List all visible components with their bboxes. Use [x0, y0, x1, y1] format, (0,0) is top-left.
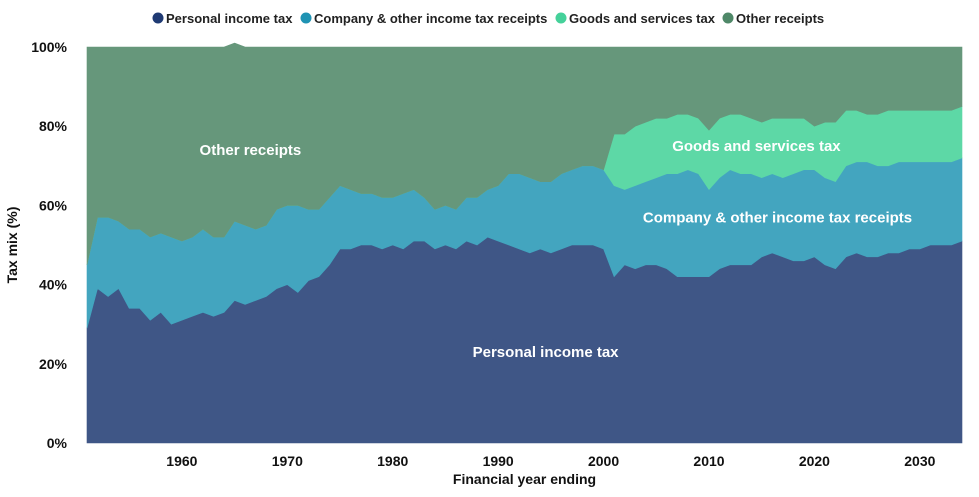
- legend-swatch: [722, 12, 734, 24]
- y-tick-label: 100%: [31, 39, 67, 55]
- x-tick-label: 2000: [588, 453, 619, 469]
- area-label-other-receipts: Other receipts: [200, 142, 302, 159]
- x-axis-title: Financial year ending: [453, 471, 596, 487]
- area-series-group: [86, 42, 963, 444]
- area-label-company-and-other-income-tax-receipts: Company & other income tax receipts: [643, 209, 912, 226]
- legend-label: Other receipts: [736, 11, 824, 26]
- x-axis: 1960 1970 1980 1990 2000 2010 2020 2030: [166, 453, 935, 469]
- legend-item-other-receipts: Other receipts: [722, 11, 824, 26]
- y-tick-label: 20%: [39, 356, 68, 372]
- legend-swatch: [300, 12, 312, 24]
- y-tick-label: 80%: [39, 118, 68, 134]
- x-tick-label: 1960: [166, 453, 197, 469]
- x-tick-label: 2010: [693, 453, 724, 469]
- legend-swatch: [152, 12, 164, 24]
- y-tick-label: 40%: [39, 277, 68, 293]
- legend-label: Company & other income tax receipts: [314, 11, 547, 26]
- x-tick-label: 1970: [272, 453, 303, 469]
- y-axis: 0% 20% 40% 60% 80% 100%: [31, 39, 67, 451]
- x-tick-label: 2020: [799, 453, 830, 469]
- area-labels: Personal income tax Company & other incom…: [200, 138, 913, 361]
- legend-item-personal-income-tax: Personal income tax: [152, 11, 293, 26]
- area-label-goods-and-services-tax: Goods and services tax: [672, 138, 841, 155]
- legend-item-goods-and-services-tax: Goods and services tax: [555, 11, 716, 26]
- x-tick-label: 1980: [377, 453, 408, 469]
- y-tick-label: 0%: [47, 435, 68, 451]
- y-tick-label: 60%: [39, 197, 68, 213]
- legend-label: Goods and services tax: [569, 11, 716, 26]
- y-axis-title: Tax mix (%): [4, 207, 20, 284]
- legend: Personal income tax Company & other incom…: [152, 11, 824, 26]
- x-tick-label: 1990: [483, 453, 514, 469]
- legend-item-company-and-other-income-tax-receipts: Company & other income tax receipts: [300, 11, 547, 26]
- legend-label: Personal income tax: [166, 11, 293, 26]
- legend-swatch: [555, 12, 567, 24]
- area-label-personal-income-tax: Personal income tax: [473, 344, 620, 361]
- area-other-receipts: [86, 42, 963, 265]
- x-tick-label: 2030: [904, 453, 935, 469]
